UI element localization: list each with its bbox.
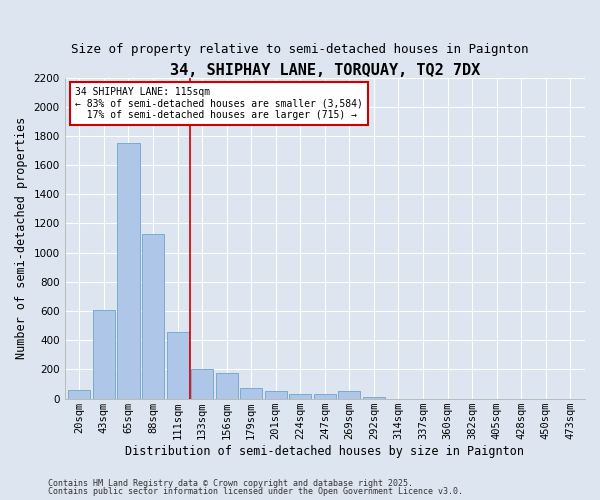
Bar xyxy=(240,388,262,398)
Bar xyxy=(142,234,164,398)
Bar xyxy=(215,373,238,398)
Bar xyxy=(265,390,287,398)
Bar xyxy=(363,397,385,398)
Bar xyxy=(338,392,361,398)
Bar xyxy=(191,370,213,398)
Text: Contains HM Land Registry data © Crown copyright and database right 2025.: Contains HM Land Registry data © Crown c… xyxy=(48,478,413,488)
Text: Size of property relative to semi-detached houses in Paignton: Size of property relative to semi-detach… xyxy=(71,42,529,56)
Bar xyxy=(289,394,311,398)
Bar xyxy=(314,394,336,398)
Bar xyxy=(118,143,140,399)
Bar xyxy=(68,390,91,398)
Text: 34 SHIPHAY LANE: 115sqm
← 83% of semi-detached houses are smaller (3,584)
  17% : 34 SHIPHAY LANE: 115sqm ← 83% of semi-de… xyxy=(75,87,363,120)
X-axis label: Distribution of semi-detached houses by size in Paignton: Distribution of semi-detached houses by … xyxy=(125,444,524,458)
Bar xyxy=(93,310,115,398)
Title: 34, SHIPHAY LANE, TORQUAY, TQ2 7DX: 34, SHIPHAY LANE, TORQUAY, TQ2 7DX xyxy=(170,62,480,78)
Bar xyxy=(167,332,188,398)
Y-axis label: Number of semi-detached properties: Number of semi-detached properties xyxy=(15,117,28,359)
Text: Contains public sector information licensed under the Open Government Licence v3: Contains public sector information licen… xyxy=(48,487,463,496)
